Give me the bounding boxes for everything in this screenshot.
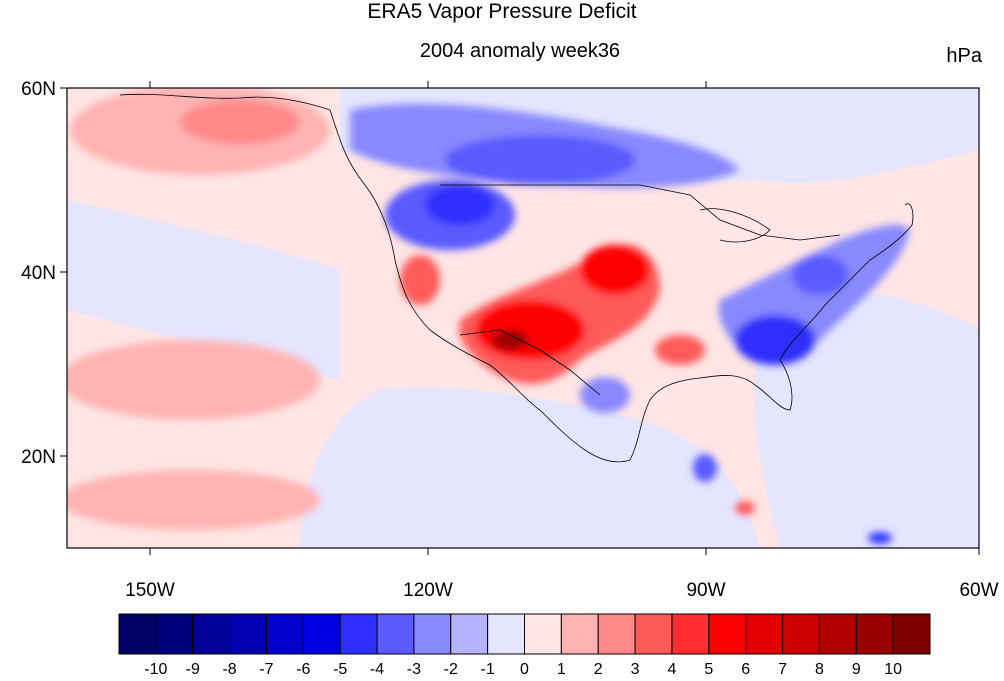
colorbar-swatch [855, 613, 894, 655]
colorbar-label: -8 [222, 661, 236, 678]
units-label: hPa [946, 45, 982, 67]
field-neg-mexico [580, 377, 630, 413]
field-neg-light-atlantic [754, 291, 979, 548]
field-neg-venezuela [868, 532, 892, 544]
field-neg-light-south [300, 387, 760, 548]
colorbar-label: 0 [520, 661, 529, 678]
colorbar-label: 5 [704, 661, 713, 678]
field-neg-caribbean [693, 454, 717, 482]
anomaly-field [67, 88, 979, 548]
colorbar-swatch [818, 613, 857, 655]
border-us-mexico [459, 329, 601, 396]
colorbar-label: -10 [144, 661, 167, 678]
colorbar-labels: -10 -9 -8 -7 -6 -5 -4 -3 -2 -1 0 1 2 3 4 5 6 7 8 9 10 [144, 661, 902, 678]
field-pos-plains-core [580, 245, 650, 295]
map-ticks [60, 81, 980, 555]
field-pos-ne-pacific-core [180, 100, 300, 144]
field-pos-southwest-core [475, 300, 585, 360]
colorbar-label: 9 [852, 661, 861, 678]
lon-label: 60W [959, 580, 998, 601]
map-subtitle: 2004 anomaly week36 [419, 40, 621, 62]
colorbar-swatch [745, 613, 784, 655]
lon-label: 150W [125, 580, 175, 601]
map-title: ERA5 Vapor Pressure Deficit [367, 0, 637, 23]
lat-label: 40N [21, 263, 56, 284]
colorbar-swatch [265, 613, 304, 655]
colorbar-swatch [634, 613, 673, 655]
lat-label: 20N [21, 447, 56, 468]
lat-label: 60N [21, 79, 56, 100]
coastlines [119, 93, 914, 463]
colorbar-swatch [560, 613, 599, 655]
field-pos-gulf [655, 335, 705, 365]
coastline-pacific [119, 93, 631, 463]
colorbar-label: -6 [296, 661, 310, 678]
border-us-canada [440, 184, 841, 241]
colorbar-swatch [413, 613, 452, 655]
lon-label: 120W [403, 580, 453, 601]
field-pos-california [400, 255, 440, 305]
colorbar-swatch [229, 613, 267, 655]
map-frame [66, 87, 980, 549]
great-lakes [699, 208, 771, 243]
colorbar-label: 6 [741, 661, 750, 678]
colorbar-swatch [487, 613, 525, 655]
colorbar-label: 7 [778, 661, 787, 678]
colorbar-label: 4 [668, 661, 677, 678]
colorbar-label: -9 [186, 661, 200, 678]
colorbar-swatch [192, 613, 231, 655]
colorbar-label: 1 [557, 661, 566, 678]
colorbar-swatch [118, 613, 157, 655]
field-neg-canada-core [445, 135, 635, 185]
colorbar-label: 8 [815, 661, 824, 678]
colorbar-swatch [524, 613, 562, 655]
lon-label: 90W [686, 580, 725, 601]
colorbar-swatch [450, 613, 489, 655]
field-neg-pnw-core [425, 185, 495, 225]
colorbar-label: -7 [259, 661, 273, 678]
colorbar-swatch [782, 613, 820, 655]
colorbar-swatch [708, 613, 747, 655]
field-neg-southeast-core [735, 315, 815, 365]
colorbar-label: -2 [444, 661, 458, 678]
field-pos-tropical-pacific [67, 470, 320, 530]
colorbar-swatch [155, 613, 194, 655]
colorbar-label: -1 [481, 661, 495, 678]
colorbar-label: 3 [631, 661, 640, 678]
colorbar-swatch [339, 613, 378, 655]
colorbar-label: 10 [884, 661, 902, 678]
field-pos-central-america [735, 501, 755, 515]
colorbar-label: 2 [594, 661, 603, 678]
field-pos-subtropical-pacific [67, 340, 320, 420]
colorbar [118, 613, 931, 655]
colorbar-swatch [597, 613, 636, 655]
field-pos-southwest-peak [492, 330, 528, 350]
colorbar-swatch [671, 613, 710, 655]
field-neg-northeast-core [792, 255, 848, 295]
colorbar-swatch [892, 613, 931, 655]
colorbar-label: -5 [333, 661, 347, 678]
colorbar-swatch [376, 613, 415, 655]
field-neg-light-pacific [67, 200, 340, 380]
colorbar-swatch [302, 613, 341, 655]
colorbar-label: -4 [370, 661, 384, 678]
colorbar-label: -3 [407, 661, 421, 678]
coastline-gulf-atlantic [629, 203, 914, 461]
